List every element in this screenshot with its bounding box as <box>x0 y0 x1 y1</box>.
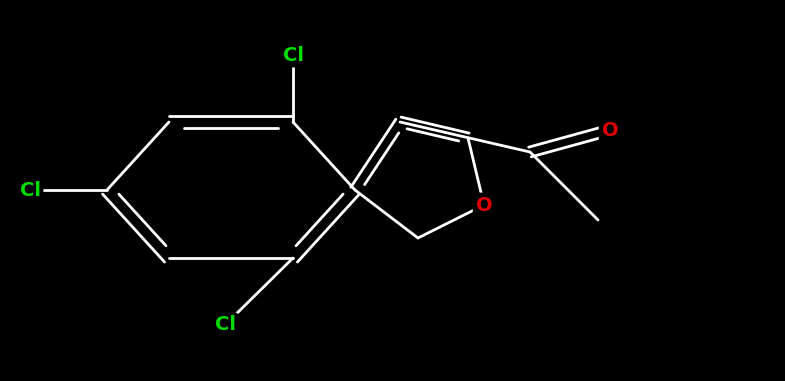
Text: O: O <box>601 120 619 139</box>
Text: Cl: Cl <box>20 181 41 200</box>
Text: O: O <box>476 195 492 215</box>
Text: Cl: Cl <box>283 45 304 64</box>
Text: Cl: Cl <box>214 315 235 335</box>
